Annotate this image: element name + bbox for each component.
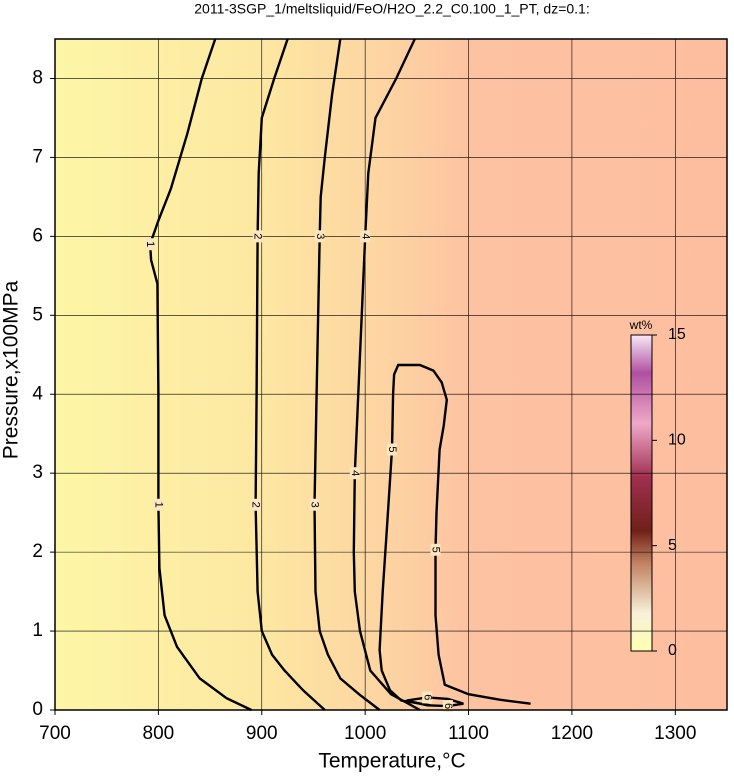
y-tick-label: 8 <box>32 67 43 88</box>
contour-label-bg <box>430 543 441 556</box>
contour-label: 5 <box>430 547 442 553</box>
colorbar <box>630 334 653 652</box>
plot-background <box>55 39 727 710</box>
contour-label-bg <box>309 498 320 511</box>
plot-frame <box>54 38 728 711</box>
y-tick-label: 6 <box>32 225 43 246</box>
y-tick-label: 3 <box>32 462 43 483</box>
x-tick-label: 1000 <box>344 723 386 744</box>
x-tick-label: 900 <box>246 723 278 744</box>
y-tick-label: 0 <box>32 699 43 720</box>
contour-label: 6 <box>442 703 454 709</box>
y-tick-label: 4 <box>32 383 43 404</box>
x-tick-label: 700 <box>39 723 71 744</box>
contour-label: 1 <box>144 241 156 247</box>
colorbar-tick-label: 10 <box>668 432 686 449</box>
contour-label: 3 <box>314 233 326 239</box>
contour-line <box>148 38 252 712</box>
contour-label-bg <box>442 700 453 713</box>
contour-label-bg <box>387 443 398 456</box>
x-tick-label: 1300 <box>654 723 696 744</box>
contour-label-bg <box>360 230 371 243</box>
contour-label-bg <box>145 238 156 251</box>
y-tick-label: 2 <box>32 541 43 562</box>
contour-label: 3 <box>309 502 321 508</box>
colorbar-tick-label: 5 <box>668 537 677 554</box>
x-tick-label: 800 <box>143 723 175 744</box>
contour-label-bg <box>314 230 325 243</box>
contour-label: 6 <box>421 694 433 700</box>
contour-label: 4 <box>349 470 361 476</box>
chart-title: 2011-3SGP_1/meltsliquid/FeO/H2O_2.2_C0.1… <box>194 1 589 17</box>
contour-line <box>378 363 531 707</box>
contour-label: 4 <box>359 233 371 239</box>
y-axis-label: Pressure,x100MPa <box>0 280 23 459</box>
contour-label-bg <box>252 230 263 243</box>
contour-label-bg <box>422 691 433 704</box>
colorbar-tick-label: 0 <box>668 642 677 659</box>
contour-label: 1 <box>152 502 164 508</box>
contour-label-bg <box>250 498 261 511</box>
contour-label-bg <box>153 498 164 511</box>
y-tick-label: 5 <box>32 304 43 325</box>
x-axis-label: Temperature,°C <box>318 750 465 773</box>
contour-label: 2 <box>250 502 262 508</box>
x-tick-label: 1200 <box>551 723 593 744</box>
contour-label: 2 <box>252 233 264 239</box>
y-tick-label: 1 <box>32 620 43 641</box>
colorbar-label: wt% <box>629 318 653 332</box>
y-tick-label: 7 <box>32 146 43 167</box>
x-tick-label: 1100 <box>448 723 489 744</box>
contour-label: 5 <box>386 446 398 452</box>
colorbar-tick-label: 15 <box>668 326 686 343</box>
contour-label-bg <box>349 467 360 480</box>
